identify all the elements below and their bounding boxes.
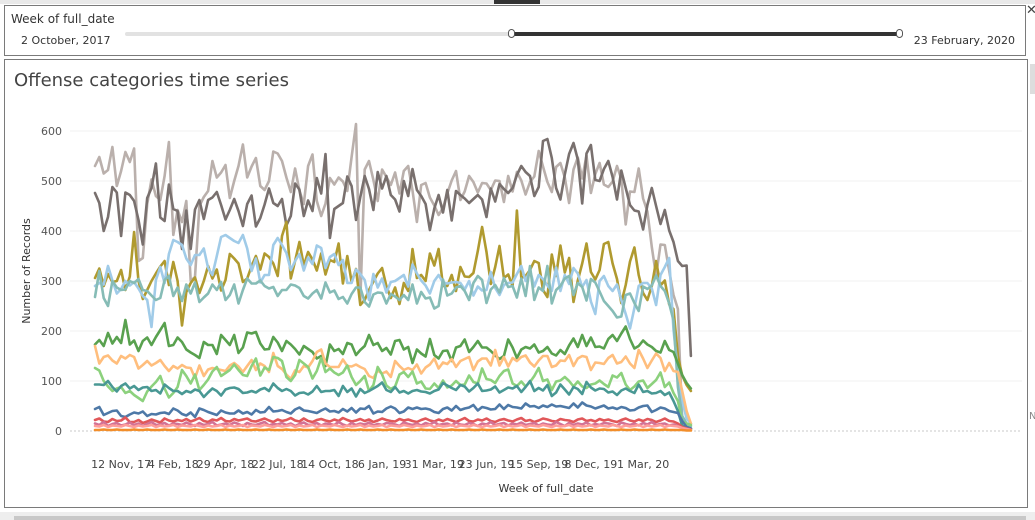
- series-line-13: [93, 428, 693, 432]
- x-tick-label: 29 Apr, 18: [197, 458, 255, 471]
- series-line-1: [93, 137, 693, 358]
- series-line-2: [93, 209, 693, 393]
- series-line-10: [93, 416, 693, 431]
- truncated-label: N: [1029, 411, 1035, 422]
- series-line-4: [93, 264, 693, 428]
- x-tick-label: 1 Mar, 20: [617, 458, 669, 471]
- slider-handle-start[interactable]: [508, 29, 515, 38]
- slider-handle-end[interactable]: [896, 29, 903, 38]
- y-tick-label: 300: [41, 275, 62, 288]
- series-line-6: [93, 344, 693, 425]
- y-axis-title: Number of Records: [20, 218, 33, 324]
- x-tick-label: 6 Jan, 19: [358, 458, 406, 471]
- x-tick-label: 31 Mar, 19: [405, 458, 464, 471]
- x-tick-label: 8 Dec, 19: [565, 458, 618, 471]
- close-icon[interactable]: ✕: [1026, 3, 1035, 18]
- x-tick-label: 22 Jul, 18: [252, 458, 304, 471]
- x-tick-label: 15 Sep, 19: [509, 458, 568, 471]
- date-range-slider-selection[interactable]: [512, 32, 899, 36]
- active-tab-indicator[interactable]: [494, 0, 540, 4]
- range-start-label: 2 October, 2017: [21, 34, 111, 47]
- x-tick-label: 23 Jun, 19: [459, 458, 515, 471]
- series-line-3: [93, 233, 693, 425]
- series-line-12: [93, 423, 693, 432]
- y-tick-label: 500: [41, 175, 62, 188]
- series-line-5: [93, 318, 693, 390]
- y-tick-label: 600: [41, 125, 62, 138]
- top-rule: [0, 0, 1035, 4]
- x-tick-label: 12 Nov, 17: [91, 458, 151, 471]
- date-range-filter: Week of full_date 2 October, 2017 23 Feb…: [4, 5, 1026, 56]
- chart-title: Offense categories time series: [14, 70, 289, 91]
- x-tick-label: 14 Oct, 18: [301, 458, 359, 471]
- series-line-9: [93, 401, 693, 430]
- range-end-label: 23 February, 2020: [913, 34, 1015, 47]
- horizontal-scrollbar[interactable]: [0, 512, 1035, 520]
- x-axis-title: Week of full_date: [499, 482, 594, 495]
- series-line-8: [93, 379, 693, 430]
- x-tick-label: 4 Feb, 18: [148, 458, 199, 471]
- y-tick-label: 100: [41, 375, 62, 388]
- y-tick-label: 400: [41, 225, 62, 238]
- y-tick-label: 0: [55, 425, 62, 438]
- scrollbar-thumb[interactable]: [14, 516, 1026, 520]
- scrollbar[interactable]: [1030, 64, 1035, 94]
- chart-card: [4, 59, 1028, 508]
- y-tick-label: 200: [41, 325, 62, 338]
- filter-title: Week of full_date: [11, 12, 115, 26]
